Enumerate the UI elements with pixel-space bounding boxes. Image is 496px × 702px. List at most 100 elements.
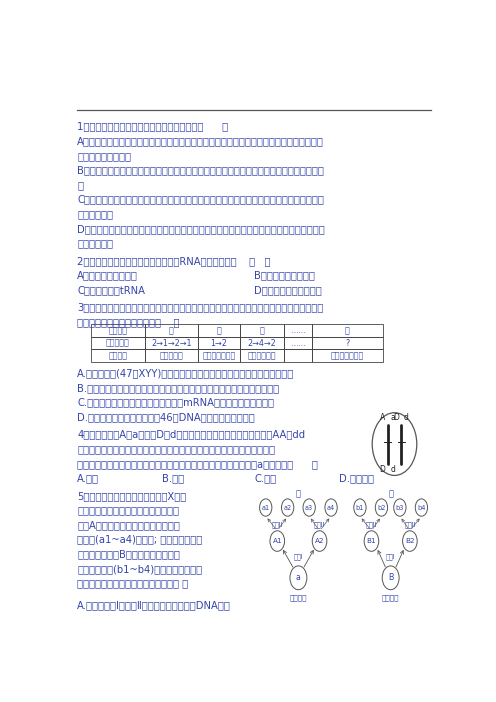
Text: B: B — [388, 574, 393, 582]
Text: 过程I: 过程I — [294, 553, 303, 560]
Bar — [284, 324, 312, 337]
Text: A.人类的超雄(47，XYY)综合征个体的形成与甲过程中同源染色体行为有关: A.人类的超雄(47，XYY)综合征个体的形成与甲过程中同源染色体行为有关 — [77, 368, 295, 378]
Text: 遗传信息不变: 遗传信息不变 — [248, 351, 276, 360]
Text: 过程II: 过程II — [404, 522, 416, 528]
Text: 甲: 甲 — [169, 326, 174, 335]
Text: 生物变异情况下，下列叙述正确的是（ ）: 生物变异情况下，下列叙述正确的是（ ） — [77, 578, 188, 588]
Text: 精原细胞: 精原细胞 — [290, 594, 307, 601]
Bar — [240, 337, 284, 350]
Text: A、用较高浓度的硝酸钾溶液处理洋葱外表皮细胞，一段时间后用显微镜未能观察到质壁分离: A、用较高浓度的硝酸钾溶液处理洋葱外表皮细胞，一段时间后用显微镜未能观察到质壁分… — [77, 136, 324, 146]
Text: a2: a2 — [284, 505, 292, 510]
Text: 叉互换。以基因型如右图果蝇为亲本，逐代自由交配，则后代中基因a的频率将（      ）: 叉互换。以基因型如右图果蝇为亲本，逐代自由交配，则后代中基因a的频率将（ ） — [77, 458, 318, 469]
Text: 点的描述。下列说法正确的是（    ）: 点的描述。下列说法正确的是（ ） — [77, 317, 180, 327]
Text: D.先升后降: D.先升后降 — [339, 473, 374, 483]
Text: ……: …… — [290, 338, 306, 347]
Text: A.两图的过程Ⅰ与过程Ⅱ中细胞内均有一次核DNA复制: A.两图的过程Ⅰ与过程Ⅱ中细胞内均有一次核DNA复制 — [77, 600, 231, 610]
Text: C.乙过程体现了细胞识别功能，丁过程mRNA不同决定细胞功能不同: C.乙过程体现了细胞识别功能，丁过程mRNA不同决定细胞功能不同 — [77, 397, 274, 407]
Text: a: a — [296, 574, 301, 582]
Text: a4: a4 — [327, 505, 335, 510]
Text: A1: A1 — [272, 538, 282, 544]
Bar — [145, 350, 198, 362]
Text: A.上升: A.上升 — [77, 473, 99, 483]
Text: 说明是活细胞: 说明是活细胞 — [77, 209, 114, 219]
Text: A2: A2 — [315, 538, 324, 544]
Text: 2→1→2→1: 2→1→2→1 — [151, 338, 191, 347]
Text: D: D — [393, 413, 399, 422]
Text: 细胞A经过两次正常有丝分裂产生四个: 细胞A经过两次正常有丝分裂产生四个 — [77, 520, 180, 530]
Text: ……: …… — [290, 326, 306, 335]
Text: 丁: 丁 — [345, 326, 350, 335]
Text: 体上。下面甲图为某红眼雄蝇一个精原: 体上。下面甲图为某红眼雄蝇一个精原 — [77, 505, 180, 515]
Text: D、神经递质和磷酸分子: D、神经递质和磷酸分子 — [254, 285, 322, 295]
Text: b2: b2 — [377, 505, 385, 510]
Text: 生理过程: 生理过程 — [108, 326, 127, 335]
Text: b1: b1 — [356, 505, 364, 510]
Text: 内一个精原细胞B经过正常减数分裂产: 内一个精原细胞B经过正常减数分裂产 — [77, 549, 180, 559]
Text: 胞: 胞 — [77, 180, 83, 190]
Text: 2、在真核细胞中，下列物质都需要以RNA作为模板的是    （   ）: 2、在真核细胞中，下列物质都需要以RNA作为模板的是 （ ） — [77, 256, 271, 266]
Text: 细胞膜功能体现: 细胞膜功能体现 — [202, 351, 236, 360]
Text: 乙: 乙 — [216, 326, 221, 335]
Text: 乙: 乙 — [388, 489, 393, 498]
Text: A: A — [380, 413, 385, 422]
Text: a3: a3 — [305, 505, 313, 510]
Bar — [312, 350, 383, 362]
Bar — [284, 350, 312, 362]
Text: 现象，说明是死细胞: 现象，说明是死细胞 — [77, 151, 131, 161]
Text: 子细胞(a1~a4)示意图; 乙图为此果蝇体: 子细胞(a1~a4)示意图; 乙图为此果蝇体 — [77, 534, 203, 545]
Text: B、用健那绿处理人体蛔虫的体细胞，显微镜下没有发现被染成蓝绿色的线粒体，说明是死细: B、用健那绿处理人体蛔虫的体细胞，显微镜下没有发现被染成蓝绿色的线粒体，说明是死… — [77, 166, 324, 176]
Bar — [312, 324, 383, 337]
Text: ?: ? — [345, 338, 350, 347]
Text: B2: B2 — [405, 538, 415, 544]
Text: d: d — [390, 465, 395, 474]
Bar — [240, 324, 284, 337]
Text: 生四个精细胞(b1~b4)示意图。在不考虑: 生四个精细胞(b1~b4)示意图。在不考虑 — [77, 564, 202, 574]
Bar — [198, 350, 240, 362]
Text: b4: b4 — [417, 505, 426, 510]
Bar — [91, 324, 145, 337]
Text: 过程II: 过程II — [366, 522, 377, 528]
Text: b3: b3 — [396, 505, 404, 510]
Text: 4、等位基因（A、a）与（D、d）位于同一对常染色体上，基因型为AA或dd: 4、等位基因（A、a）与（D、d）位于同一对常染色体上，基因型为AA或dd — [77, 430, 306, 439]
Text: D、因为活细胞膜具有选择透过性，用甲基绿吡罗红未能将人口腔上皮细胞的细胞核染成红色: D、因为活细胞膜具有选择透过性，用甲基绿吡罗红未能将人口腔上皮细胞的细胞核染成红… — [77, 224, 325, 234]
Bar — [145, 337, 198, 350]
Text: C.下降: C.下降 — [254, 473, 276, 483]
Bar — [198, 337, 240, 350]
Text: 2→4→2: 2→4→2 — [248, 338, 276, 347]
Text: B、核糖素和细胞骨架: B、核糖素和细胞骨架 — [254, 270, 315, 280]
Bar — [145, 324, 198, 337]
Text: 过程II: 过程II — [314, 522, 325, 528]
Text: D: D — [379, 465, 385, 474]
Bar — [240, 350, 284, 362]
Text: B.不变: B.不变 — [162, 473, 184, 483]
Text: 过程II: 过程II — [271, 522, 283, 528]
Text: D.丙过程的子细胞核中最多有46个DNA分子来自于卵原细胞: D.丙过程的子细胞核中最多有46个DNA分子来自于卵原细胞 — [77, 412, 255, 422]
Text: 性激素作用: 性激素作用 — [159, 351, 183, 360]
Text: a: a — [390, 413, 395, 422]
Text: 甲: 甲 — [296, 489, 301, 498]
Text: C、通过显微镜观察到黑藻的叶绿体在细胞质中运动，并随着照射光线的强弱而改变受光面，: C、通过显微镜观察到黑藻的叶绿体在细胞质中运动，并随着照射光线的强弱而改变受光面… — [77, 194, 324, 204]
Text: 1→2: 1→2 — [210, 338, 227, 347]
Text: B1: B1 — [367, 538, 376, 544]
Text: A、性激素和淋巴因子: A、性激素和淋巴因子 — [77, 270, 138, 280]
Text: d: d — [404, 413, 409, 422]
Bar — [91, 337, 145, 350]
Text: C、核蛋白酶和tRNA: C、核蛋白酶和tRNA — [77, 285, 145, 295]
Text: 过程I: 过程I — [386, 553, 395, 560]
Text: 3、下表为人体从一个卵原细胞开始发生连续生理过程时细胞染色体组数变化及各阶段相关特: 3、下表为人体从一个卵原细胞开始发生连续生理过程时细胞染色体组数变化及各阶段相关… — [77, 303, 323, 312]
Text: 相关描述: 相关描述 — [108, 351, 127, 360]
Text: B.甲过程和丙过程中都有着丝粒的分裂，但前者进行了两次后者进行了一次: B.甲过程和丙过程中都有着丝粒的分裂，但前者进行了两次后者进行了一次 — [77, 383, 280, 393]
Bar — [198, 324, 240, 337]
Text: 1、以下判断细胞死活的方法及解释正确的是（      ）: 1、以下判断细胞死活的方法及解释正确的是（ ） — [77, 121, 229, 131]
Text: a1: a1 — [262, 505, 270, 510]
Text: 的个体胚胎致死。两对等位基因功能互不影响，且在减数分裂过程不发生交: 的个体胚胎致死。两对等位基因功能互不影响，且在减数分裂过程不发生交 — [77, 444, 275, 454]
Bar — [284, 337, 312, 350]
Text: 说明是活细胞: 说明是活细胞 — [77, 238, 114, 249]
Text: 精原细胞: 精原细胞 — [382, 594, 399, 601]
Bar — [91, 350, 145, 362]
Text: 5、果蝇是二倍体，红眼基因在其X染色: 5、果蝇是二倍体，红眼基因在其X染色 — [77, 491, 186, 501]
Text: 染色体组数: 染色体组数 — [106, 338, 129, 347]
Text: 丙: 丙 — [260, 326, 264, 335]
Bar — [312, 337, 383, 350]
Text: 功能趋向专门化: 功能趋向专门化 — [331, 351, 364, 360]
